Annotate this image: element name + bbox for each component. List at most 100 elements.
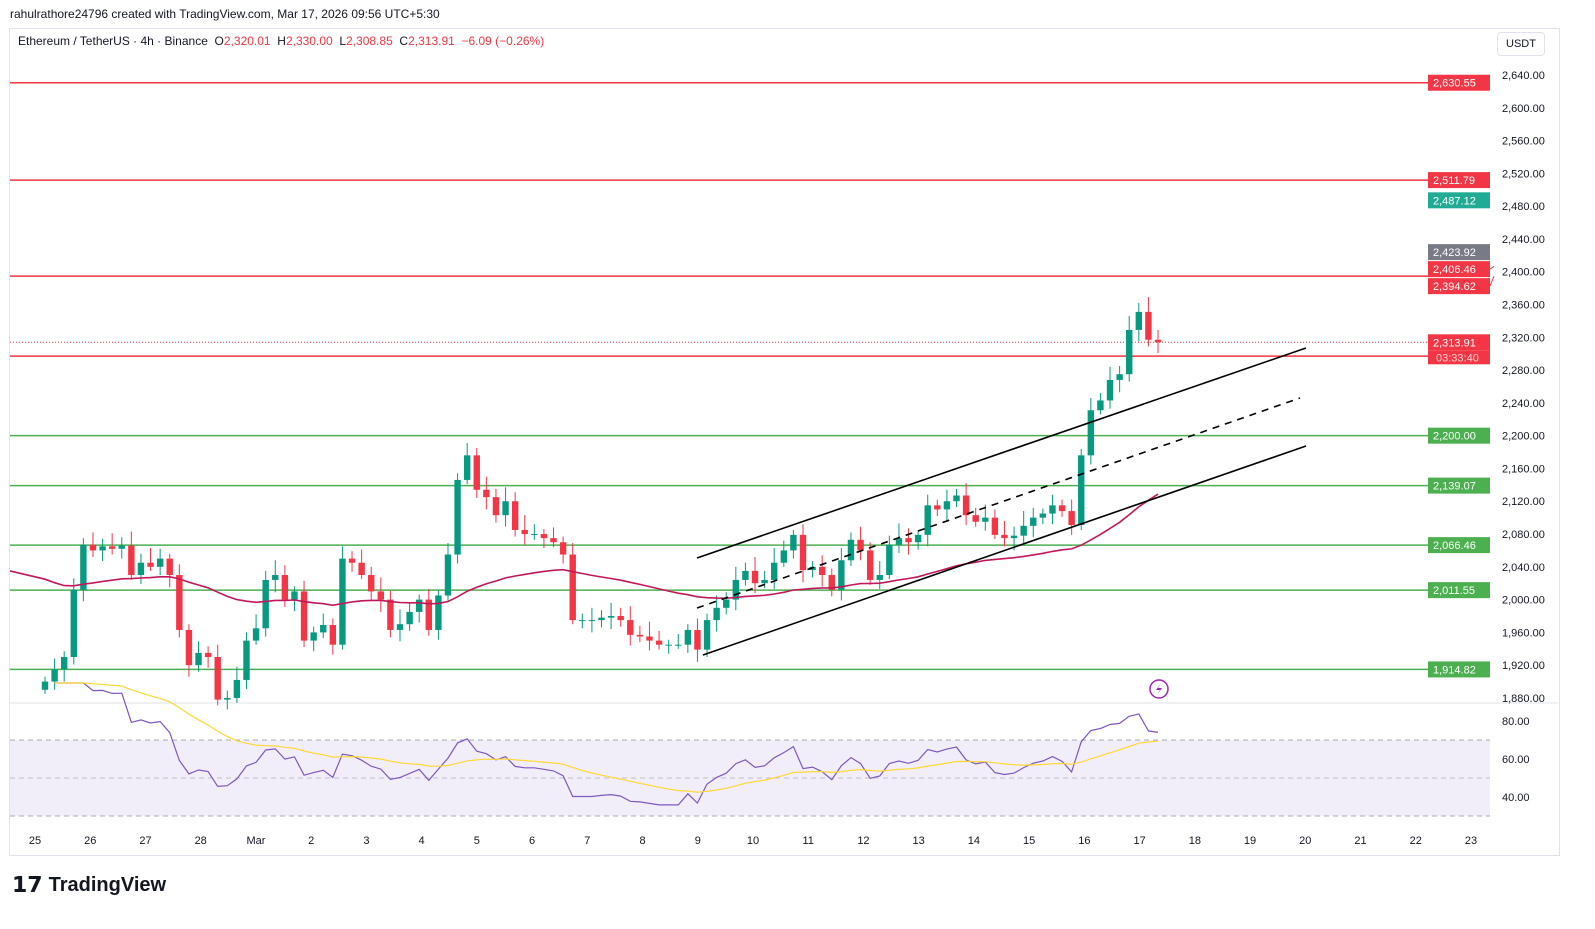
- candle-body: [1058, 505, 1066, 512]
- price-tag-bg: [1428, 192, 1490, 209]
- candle-body: [473, 455, 480, 490]
- y-tick-label: 2,440.00: [1502, 234, 1545, 246]
- y-tick-label: 2,520.00: [1502, 168, 1545, 180]
- candle-body: [224, 697, 231, 700]
- rsi-band: [10, 740, 1490, 816]
- x-tick-label: 8: [639, 835, 645, 847]
- candle-body: [675, 644, 682, 646]
- close-label: C: [399, 34, 409, 48]
- y-tick-label: 2,360.00: [1502, 300, 1545, 312]
- support-tag-bg: [1428, 582, 1490, 599]
- rsi-line: [54, 682, 1159, 806]
- y-tick-label: 2,040.00: [1502, 562, 1545, 574]
- resistance-tag-bg: [1428, 278, 1490, 295]
- candle-body: [1116, 374, 1123, 380]
- candle-body: [262, 579, 269, 629]
- y-tick-label: 1,920.00: [1502, 660, 1545, 672]
- candle-body: [348, 558, 356, 563]
- price-tag: 2,423.92: [1433, 247, 1476, 259]
- high-label: H: [277, 34, 286, 48]
- candle-body: [895, 538, 903, 545]
- support-tag: 2,011.55: [1433, 585, 1475, 597]
- resistance-tag-connector: [1489, 275, 1495, 287]
- candle-body: [204, 652, 212, 657]
- x-tick-label: 5: [474, 835, 480, 847]
- candle-body: [41, 681, 49, 690]
- candle-body: [751, 570, 759, 584]
- tradingview-logo[interactable]: 𝟭𝟳 TradingView: [12, 872, 166, 898]
- support-tag: 2,200.00: [1433, 431, 1476, 443]
- candle-body: [1154, 339, 1162, 343]
- candle-body: [243, 640, 250, 680]
- x-tick-label: 17: [1133, 835, 1145, 847]
- candle-body: [320, 625, 327, 633]
- candle-body: [847, 539, 855, 561]
- candle-body: [483, 489, 490, 498]
- candle-body: [454, 479, 461, 555]
- countdown-label: 03:33:40: [1436, 352, 1479, 364]
- candle-body: [329, 625, 337, 645]
- candle-body: [1049, 505, 1056, 514]
- candle-body: [406, 611, 413, 625]
- close-value: 2,313.91: [408, 34, 455, 48]
- y-tick-label: 1,960.00: [1502, 627, 1545, 639]
- last-price-tag: 2,313.91: [1433, 337, 1476, 349]
- x-tick-label: 3: [363, 835, 369, 847]
- x-tick-label: 10: [747, 835, 759, 847]
- price-tag-connector: [1489, 266, 1495, 270]
- candle-body: [176, 575, 183, 630]
- channel-mid-line[interactable]: [696, 397, 1301, 609]
- candle-body: [89, 544, 97, 551]
- candle-body: [214, 656, 221, 700]
- support-tag: 2,066.46: [1433, 540, 1476, 552]
- chart-frame: [9, 28, 1560, 856]
- channel-upper-line[interactable]: [696, 347, 1307, 559]
- rsi-tick-label: 60.00: [1502, 754, 1530, 766]
- candle-body: [396, 624, 404, 630]
- y-tick-label: 2,400.00: [1502, 267, 1545, 279]
- price-tag-bg: [1428, 244, 1490, 261]
- candle-body: [665, 644, 672, 646]
- candle-body: [818, 566, 826, 576]
- open-value: 2,320.01: [223, 34, 271, 48]
- resistance-tag-bg: [1428, 172, 1490, 189]
- candle-body: [1078, 455, 1085, 526]
- candle-body: [281, 575, 289, 600]
- x-tick-label: 9: [695, 835, 701, 847]
- x-tick-label: 20: [1299, 835, 1311, 847]
- candle-body: [713, 607, 720, 621]
- x-tick-label: 12: [857, 835, 869, 847]
- currency-button[interactable]: USDT: [1497, 32, 1545, 56]
- candle-body: [732, 579, 740, 600]
- channel-lower-line[interactable]: [702, 445, 1307, 656]
- candle-body: [569, 554, 576, 621]
- x-tick-label: 21: [1354, 835, 1366, 847]
- price-tag: 2,406.46: [1433, 264, 1476, 276]
- price-tag-bg: [1428, 261, 1490, 278]
- y-tick-label: 2,600.00: [1502, 103, 1545, 115]
- candle-body: [799, 534, 807, 571]
- candle-body: [108, 546, 116, 549]
- candle-body: [1001, 534, 1008, 539]
- low-label: L: [339, 34, 347, 48]
- candle-body: [502, 501, 509, 516]
- x-tick-label: 2: [308, 835, 314, 847]
- y-tick-label: 2,000.00: [1502, 595, 1545, 607]
- candle-body: [435, 595, 442, 630]
- candle-body: [1145, 311, 1152, 340]
- symbol-title[interactable]: Ethereum / TetherUS · 4h · Binance: [18, 34, 208, 48]
- candle-body: [579, 620, 586, 622]
- candle-body: [876, 575, 883, 580]
- ohlc-legend: Ethereum / TetherUS · 4h · Binance O2,32…: [18, 34, 544, 48]
- candle-body: [1106, 379, 1114, 401]
- candle-body: [684, 629, 692, 645]
- candle-body: [742, 570, 749, 580]
- candle-body: [339, 558, 346, 645]
- candle-body: [982, 517, 989, 522]
- candle-body: [368, 575, 375, 592]
- y-tick-label: 2,200.00: [1502, 431, 1545, 443]
- lightning-icon[interactable]: [1149, 679, 1169, 699]
- support-tag-bg: [1428, 661, 1490, 678]
- candle-body: [166, 558, 173, 576]
